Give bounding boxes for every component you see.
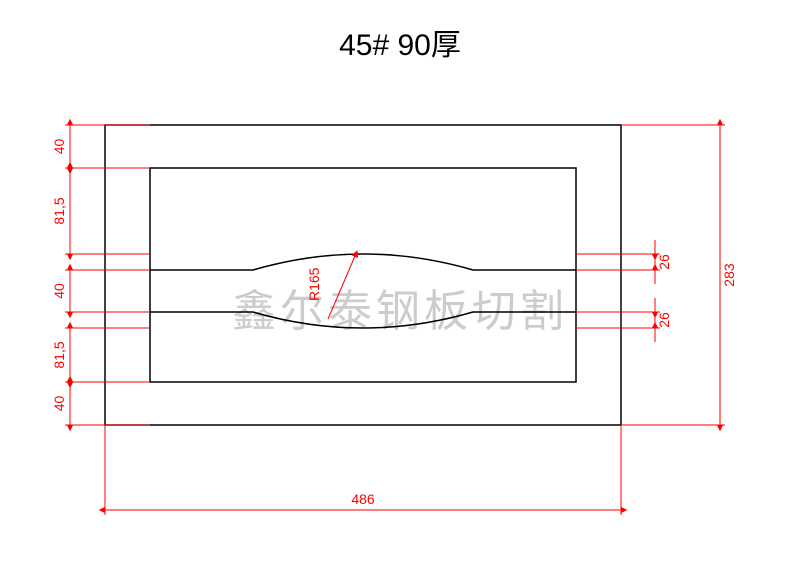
radius-leader (328, 256, 355, 319)
dim-label: 26 (656, 254, 672, 270)
dim-label: 26 (656, 312, 672, 328)
outer-rectangle (105, 125, 621, 425)
radius-label: R165 (306, 267, 322, 301)
dim-label: 40 (51, 283, 67, 299)
slot-top-edge (150, 254, 576, 270)
drawing-canvas: R165 40 81,5 40 81,5 40 283 26 26 486 (0, 0, 800, 571)
slot-bottom-edge (150, 312, 576, 328)
inner-rectangle (150, 168, 576, 382)
dim-label: 283 (721, 263, 737, 287)
dim-label: 81,5 (51, 341, 67, 368)
dim-label: 486 (351, 491, 375, 507)
dim-label: 40 (51, 139, 67, 155)
dim-label: 40 (51, 396, 67, 412)
dim-label: 81,5 (51, 197, 67, 224)
